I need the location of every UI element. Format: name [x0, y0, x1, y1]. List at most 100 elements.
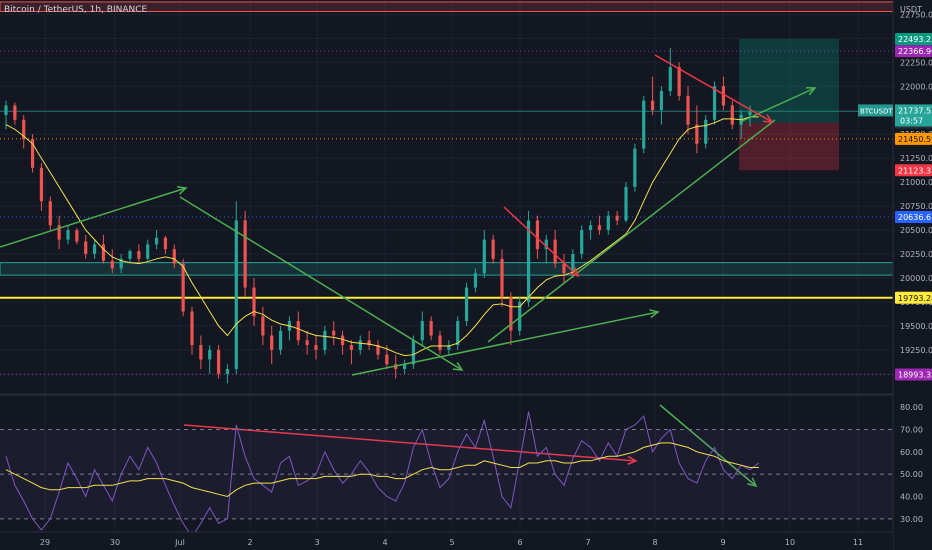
price-tag	[895, 210, 932, 223]
candle-body	[588, 225, 593, 231]
y-tick-label: 22000.00	[900, 82, 932, 91]
price-tag-label: 21123.37	[898, 166, 932, 175]
candle-body	[456, 321, 460, 346]
candle-body	[190, 311, 194, 346]
candle-body	[642, 100, 646, 149]
position-target-zone	[739, 38, 839, 123]
price-tag-label: 22366.90	[898, 47, 932, 56]
candle-body	[199, 345, 203, 360]
candle-body	[597, 225, 602, 231]
candle-body	[464, 287, 469, 322]
candle-body	[358, 340, 362, 350]
candle-body	[332, 330, 336, 336]
y-tick-label: 20250.00	[900, 250, 932, 259]
symbol-title[interactable]: Bitcoin / TetherUS, 1h, BINANCE	[4, 5, 148, 15]
candle-body	[163, 237, 168, 250]
arrow-3-line	[351, 311, 659, 376]
candle-body	[429, 321, 433, 336]
price-tag-label: 19793.28	[898, 294, 932, 303]
candle-body	[677, 67, 681, 96]
price-tag	[895, 291, 932, 304]
candle-body	[624, 186, 628, 221]
rsi-tick-label: 80.00	[900, 403, 923, 412]
candle-body	[447, 345, 451, 350]
candle-body	[4, 105, 8, 116]
rsi-arrow-green	[659, 404, 757, 487]
trend-drawings[interactable]	[0, 54, 817, 488]
arrow-1-head	[176, 185, 188, 195]
price-tag	[895, 32, 932, 45]
rsi-arrow-red-head	[627, 455, 638, 465]
time-axis[interactable]: 29 30 Jul 2 3 4 5 6 7 8 9 10 11	[0, 531, 893, 550]
candle-body	[659, 91, 664, 111]
candle-body	[748, 111, 752, 116]
arrow-3-head	[649, 309, 660, 319]
candle-body	[30, 138, 35, 168]
candle-body	[146, 244, 150, 259]
y-tick-label: 19250.00	[900, 346, 932, 355]
candle-body	[580, 230, 584, 255]
y-tick-label: 20750.00	[900, 202, 932, 211]
price-labels: 22493.2522366.9021620.6821450.5921123.37…	[858, 32, 932, 381]
candle-body	[92, 244, 97, 255]
candle-body	[119, 258, 123, 269]
x-tick-label: 8	[652, 538, 657, 547]
candle-body	[110, 260, 114, 269]
candle-body	[712, 86, 717, 120]
price-tag	[895, 45, 932, 58]
candle-body	[181, 263, 185, 312]
candle-body	[695, 124, 699, 144]
time-axis-bg	[0, 532, 893, 550]
arrow-5-line	[503, 206, 579, 277]
candle-body	[367, 340, 371, 346]
long-position-tool[interactable]	[739, 38, 839, 171]
arrow-1-line	[0, 187, 187, 248]
candle-body	[385, 354, 389, 365]
candle-body	[509, 297, 513, 331]
candle-body	[154, 237, 159, 245]
candle-body	[323, 330, 327, 350]
candle-body	[650, 100, 655, 111]
candle-body	[562, 263, 566, 274]
y-tick-label: 21250.00	[900, 154, 932, 163]
candle-body	[252, 287, 256, 317]
candle-body	[730, 105, 734, 125]
candle-body	[84, 241, 88, 255]
candle-body	[296, 321, 300, 341]
x-tick-label: 9	[720, 538, 725, 547]
candle-body	[225, 369, 230, 374]
x-tick-label: 5	[449, 538, 454, 547]
candle-body	[438, 335, 442, 350]
x-tick-label: 7	[585, 538, 590, 547]
candle-body	[75, 230, 79, 242]
price-tag-label: 21450.59	[898, 135, 932, 144]
candle-body	[553, 239, 557, 264]
y-tick-label: 22750.00	[900, 10, 932, 19]
candle-body	[402, 364, 407, 370]
countdown-label: 03:57	[900, 116, 923, 125]
candle-body	[721, 86, 726, 106]
arrow-6-head	[762, 114, 774, 123]
candle-body	[305, 340, 309, 346]
candle-body	[606, 215, 610, 231]
x-tick-label: 30	[110, 538, 120, 547]
price-axis[interactable]: USDT22750.0022500.0022250.0022000.002175…	[892, 0, 932, 550]
candle-body	[686, 95, 690, 125]
price-tag-label: 18993.33	[898, 370, 932, 379]
candle-body	[340, 335, 345, 346]
candle-body	[314, 345, 318, 350]
candle-body	[420, 321, 424, 341]
x-tick-label: Jul	[174, 538, 185, 547]
price-tag-label: 22493.25	[898, 35, 932, 44]
arrow-4-head	[805, 87, 817, 96]
price-levels	[0, 50, 893, 375]
candle-body	[243, 220, 247, 288]
candle-body	[526, 220, 531, 302]
candle-body	[411, 340, 416, 365]
rsi-tick-label: 60.00	[900, 448, 923, 457]
rsi-tick-label: 30.00	[900, 515, 923, 524]
ema-line	[5, 116, 759, 357]
x-tick-label: 6	[517, 538, 522, 547]
y-tick-label: 20000.00	[900, 274, 932, 283]
